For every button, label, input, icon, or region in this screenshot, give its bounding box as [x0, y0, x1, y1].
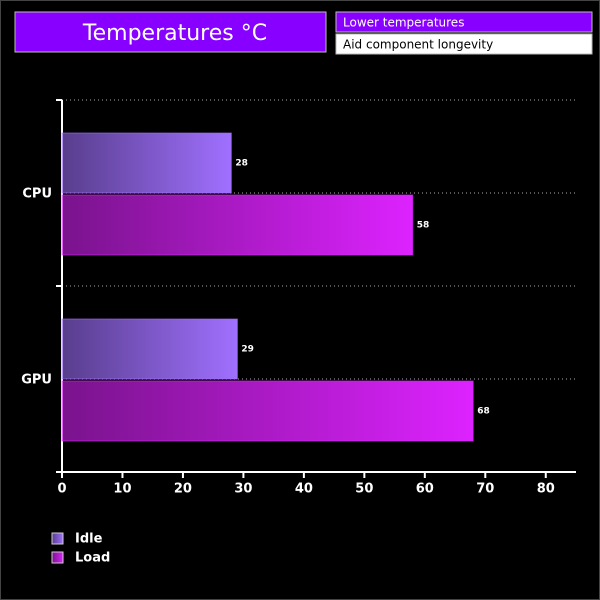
x-tick-label: 30 — [234, 482, 252, 497]
data-label: 58 — [417, 221, 430, 231]
chart-title: Temperatures °C — [82, 21, 267, 46]
legend-swatch — [51, 551, 64, 564]
x-tick-label: 40 — [295, 482, 313, 497]
x-tick-label: 70 — [476, 482, 494, 497]
legend-label: Idle — [75, 532, 103, 547]
x-tick-label: 10 — [113, 482, 131, 497]
data-label: 68 — [477, 407, 490, 417]
x-tick-label: 80 — [537, 482, 555, 497]
data-label: 28 — [235, 159, 248, 169]
y-tick-label: CPU — [22, 187, 52, 202]
note-box — [335, 33, 593, 55]
x-tick-label: 60 — [416, 482, 434, 497]
bar — [61, 318, 238, 380]
legend-swatch — [51, 532, 64, 545]
note: Lower temperatures — [343, 16, 464, 30]
x-tick-label: 0 — [57, 482, 66, 497]
bar — [61, 380, 474, 442]
note-box — [335, 11, 593, 33]
x-tick-label: 50 — [355, 482, 373, 497]
title-box — [14, 11, 327, 53]
bar — [61, 132, 232, 194]
note: Aid component longevity — [343, 38, 493, 52]
legend-label: Load — [75, 551, 110, 566]
x-tick-label: 20 — [174, 482, 192, 497]
y-tick-label: GPU — [21, 373, 52, 388]
data-label: 29 — [241, 345, 254, 355]
bar — [61, 194, 414, 256]
